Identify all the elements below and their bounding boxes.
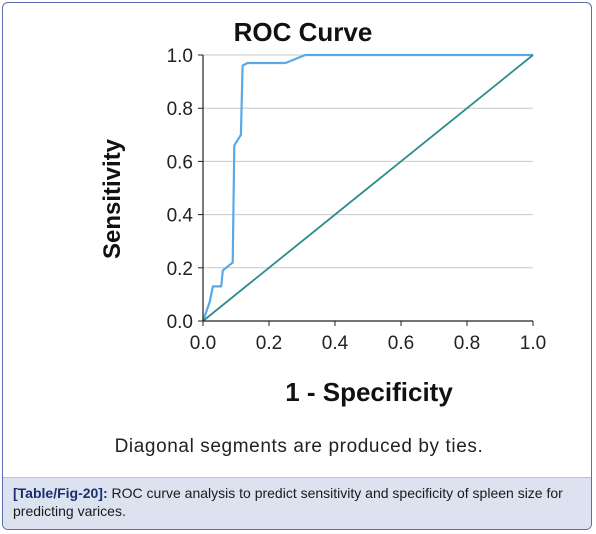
figure-frame: 0.0 0.2 0.4 0.6 0.8 1.0 0.0 0.2 0.4 0.6 0.8 1.0 ROC… [2,2,592,530]
chart-footnote: Diagonal segments are produced by ties. [115,436,484,457]
x-axis-label: 1 - Specificity [285,377,453,407]
y-tick-label: 0.4 [167,206,194,227]
x-tick-label: 1.0 [520,333,546,354]
axis-layer [202,55,533,322]
caption-text: ROC curve analysis to predict sensitivit… [13,485,563,519]
y-axis-label: Sensitivity [99,138,126,259]
x-tick-label: 0.6 [388,333,414,354]
x-tick-label: 0.4 [322,333,349,354]
y-tick-label: 0.2 [167,259,193,280]
x-tick-label: 0.8 [454,333,480,354]
series-layer [201,53,534,322]
x-tick-label: 0.0 [190,333,216,354]
y-tick-label: 0.6 [167,152,193,173]
y-tick-label: 1.0 [167,46,193,67]
figure-caption: [Table/Fig-20]: ROC curve analysis to pr… [3,477,591,529]
caption-tag: [Table/Fig-20]: [13,485,108,501]
x-tick-label: 0.2 [256,333,282,354]
y-tick-label: 0.0 [167,312,193,333]
chart-title: ROC Curve [234,17,373,47]
tick-layer: 0.0 0.2 0.4 0.6 0.8 1.0 0.0 0.2 0.4 0.6 0.8 1.0 [167,46,547,354]
grid-layer [203,54,533,269]
reference-diagonal-line [202,54,534,322]
roc-curve-line [201,53,533,322]
y-tick-label: 0.8 [167,99,193,120]
roc-chart: 0.0 0.2 0.4 0.6 0.8 1.0 0.0 0.2 0.4 0.6 0.8 1.0 ROC… [99,17,547,457]
